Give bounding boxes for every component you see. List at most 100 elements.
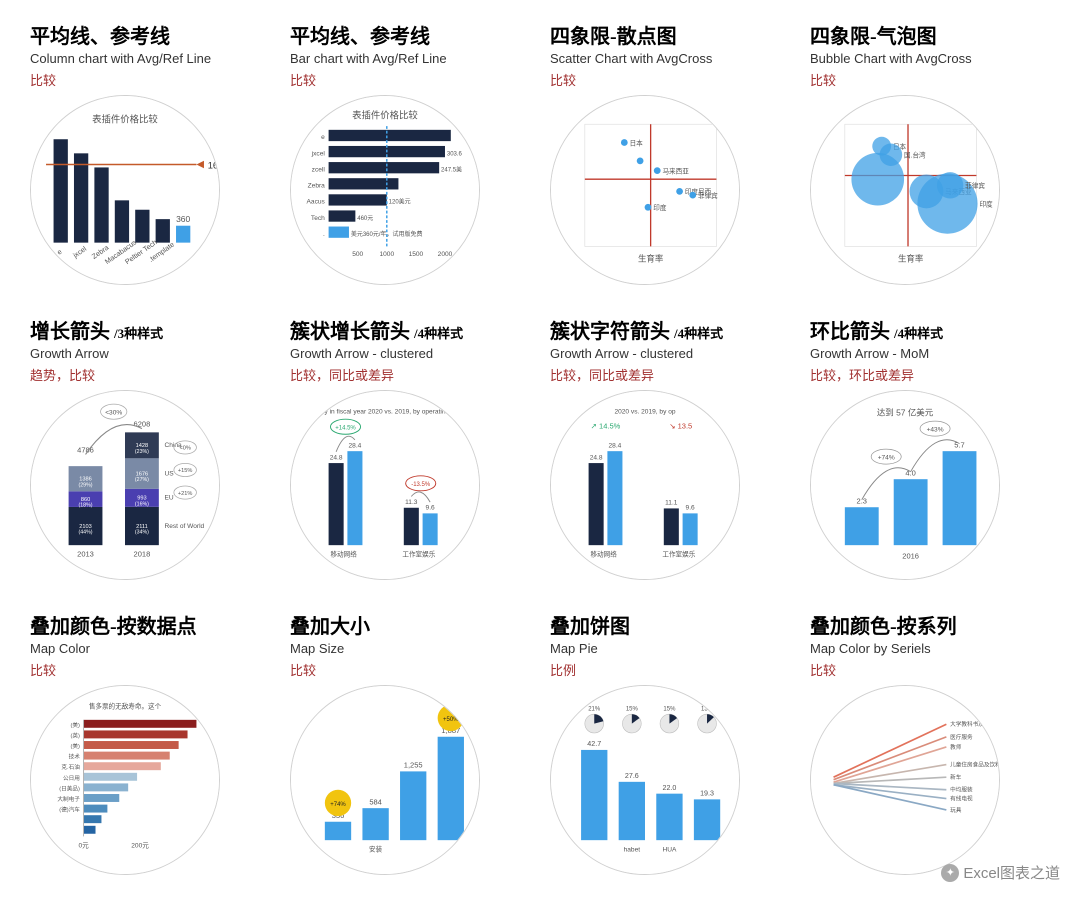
svg-text:13%: 13%: [701, 706, 714, 712]
svg-text:28.4: 28.4: [349, 442, 362, 449]
chart-card[interactable]: 平均线、参考线Bar chart with Avg/Ref Line比较表插件价…: [290, 20, 530, 285]
card-title-cn: 叠加饼图: [550, 610, 790, 639]
svg-text:120美元: 120美元: [389, 198, 411, 206]
chart-thumbnail[interactable]: 2020 vs. 2019, by op24.828.4移动网络↗ 14.5%1…: [550, 390, 740, 580]
svg-text:Zebra: Zebra: [308, 183, 326, 190]
chart-thumbnail[interactable]: 售多票的无敌寿命。这个(美)(英)(美)技术克.石油公日用(日美品)大制电子(德…: [30, 685, 220, 875]
svg-text:15%: 15%: [663, 706, 676, 712]
wechat-icon: ✦: [941, 864, 959, 882]
svg-text:+50%: +50%: [443, 717, 459, 723]
card-category: 比较，环比或差异: [810, 365, 1050, 384]
chart-card[interactable]: 簇状字符箭头/4种样式Growth Arrow - clustered比较，同比…: [550, 315, 790, 580]
chart-thumbnail[interactable]: 大学教科书及用品医疗服务教师儿童住房食品及饮料保健新车中均服装有线电视玩具: [810, 685, 1000, 875]
chart-card[interactable]: 四象限-气泡图Bubble Chart with AvgCross比较日本国.台…: [810, 20, 1050, 285]
svg-text:2013: 2013: [77, 549, 94, 558]
svg-text:+14.5%: +14.5%: [335, 426, 356, 432]
chart-thumbnail[interactable]: 42.721%27.6habet15%22.0HUA15%19.313%: [550, 685, 740, 875]
svg-text:日本: 日本: [630, 138, 644, 147]
svg-text:<0%: <0%: [179, 446, 190, 452]
svg-text:11.1: 11.1: [665, 500, 678, 507]
svg-text:1500: 1500: [409, 251, 424, 258]
chart-thumbnail[interactable]: 日本马来西亚印度尼西菲律宾印度生育率: [550, 95, 740, 285]
svg-text:1000: 1000: [379, 251, 394, 258]
card-title-suffix: /4种样式: [894, 326, 943, 341]
svg-text:0元: 0元: [79, 842, 90, 850]
svg-text:303.6: 303.6: [447, 151, 463, 157]
card-title-cn: 叠加颜色-按系列: [810, 610, 1050, 639]
chart-card[interactable]: 平均线、参考线Column chart with Avg/Ref Line比较表…: [30, 20, 270, 285]
svg-text:达到 57 亿美元: 达到 57 亿美元: [877, 407, 934, 417]
svg-text:(27%): (27%): [135, 477, 149, 483]
card-title-en: Map Color: [30, 641, 270, 656]
svg-text:(18%): (18%): [79, 503, 93, 509]
chart-card[interactable]: 叠加大小Map Size比较336584安装1,2551,887+74%+50%: [290, 610, 530, 875]
chart-card[interactable]: 增长箭头/3种样式Growth Arrow趋势，比较2103(44%)860(1…: [30, 315, 270, 580]
chart-thumbnail[interactable]: y in fiscal year 2020 vs. 2019, by opera…: [290, 390, 480, 580]
svg-text:玩具: 玩具: [950, 807, 962, 814]
chart-card[interactable]: 簇状增长箭头/4种样式 Growth Arrow - clustered 比较，同比…: [290, 315, 530, 580]
svg-text:zcell: zcell: [312, 166, 326, 173]
chart-card[interactable]: 叠加颜色-按系列Map Color by Seriels比较大学教科书及用品医疗…: [810, 610, 1050, 875]
card-title-en: Growth Arrow - clustered: [550, 346, 790, 361]
svg-text:(德)汽车: (德)汽车: [59, 806, 80, 814]
card-title-en: Growth Arrow: [30, 346, 270, 361]
svg-text:表插件价格比较: 表插件价格比较: [352, 110, 418, 121]
chart-thumbnail[interactable]: 336584安装1,2551,887+74%+50%: [290, 685, 480, 875]
chart-thumbnail[interactable]: 日本国.台湾马来西亚印度菲律宾生育率: [810, 95, 1000, 285]
svg-text:21%: 21%: [588, 706, 601, 712]
chart-card[interactable]: 叠加饼图Map Pie比例42.721%27.6habet15%22.0HUA1…: [550, 610, 790, 875]
svg-text:↘ 13.5: ↘ 13.5: [669, 422, 692, 431]
watermark: ✦ Excel图表之道: [941, 862, 1060, 883]
svg-text:2.3: 2.3: [857, 496, 867, 505]
svg-text:菲律宾: 菲律宾: [965, 181, 985, 190]
card-title-en: Growth Arrow - clustered: [290, 346, 530, 361]
chart-card[interactable]: 叠加颜色-按数据点Map Color比较售多票的无敌寿命。这个(美)(英)(美)…: [30, 610, 270, 875]
chart-thumbnail[interactable]: 达到 57 亿美元2.34.020165.7+74%+43%: [810, 390, 1000, 580]
svg-text:US: US: [164, 470, 174, 477]
svg-text:马来西亚: 马来西亚: [662, 167, 689, 175]
svg-text:200元: 200元: [131, 842, 149, 850]
chart-card[interactable]: 环比箭头/4种样式Growth Arrow - MoM比较，环比或差异达到 57…: [810, 315, 1050, 580]
svg-text:克.石油: 克.石油: [61, 763, 80, 771]
card-title-en: Map Color by Seriels: [810, 641, 1050, 656]
svg-text:jxcel: jxcel: [311, 150, 326, 157]
svg-text:11.3: 11.3: [405, 499, 418, 506]
svg-text:584: 584: [369, 797, 382, 806]
card-title-suffix: /4种样式: [414, 326, 463, 341]
svg-text:(美): (美): [71, 742, 80, 750]
chart-gallery-grid: 平均线、参考线Column chart with Avg/Ref Line比较表…: [30, 20, 1050, 875]
card-title-cn: 簇状增长箭头/4种样式: [290, 315, 530, 344]
card-category: 比较: [290, 660, 530, 679]
svg-text:工作室娱乐: 工作室娱乐: [402, 549, 435, 558]
svg-text:医疗服务: 医疗服务: [950, 733, 973, 741]
svg-text:27.6: 27.6: [625, 772, 639, 780]
svg-text:大制电子: 大制电子: [57, 795, 80, 803]
svg-text:.: .: [323, 231, 325, 238]
svg-text:(29%): (29%): [79, 482, 93, 488]
chart-card[interactable]: 四象限-散点图Scatter Chart with AvgCross比较日本马来…: [550, 20, 790, 285]
card-title-en: Map Pie: [550, 641, 790, 656]
svg-text:500: 500: [352, 251, 363, 258]
svg-text:生育率: 生育率: [638, 253, 664, 263]
card-title-cn: 四象限-气泡图: [810, 20, 1050, 49]
card-category: 比较，同比或差异: [290, 365, 530, 384]
card-title-en: Scatter Chart with AvgCross: [550, 51, 790, 66]
svg-text:售多票的无敌寿命。这个: 售多票的无敌寿命。这个: [89, 702, 162, 711]
chart-thumbnail[interactable]: 2103(44%)860(18%)1386(29%)478620132111(3…: [30, 390, 220, 580]
card-title-suffix: /4种样式: [674, 326, 723, 341]
chart-thumbnail[interactable]: 表插件价格比较ejxcel303.6zcell247.5美ZebraAacus1…: [290, 95, 480, 285]
svg-text:国.台湾: 国.台湾: [904, 151, 926, 160]
svg-text:工作室娱乐: 工作室娱乐: [662, 549, 695, 558]
svg-text:y in fiscal year 2020 vs. 2019: y in fiscal year 2020 vs. 2019, by opera…: [324, 409, 445, 416]
svg-text:+74%: +74%: [878, 454, 895, 461]
svg-text:42.7: 42.7: [587, 740, 601, 748]
svg-text:印度: 印度: [653, 203, 667, 212]
card-title-suffix: /3种样式: [114, 326, 163, 341]
svg-text:↗ 14.5%: ↗ 14.5%: [591, 422, 621, 431]
chart-thumbnail[interactable]: 表插件价格比较1662360ejxcelZebraMacabacusPeltie…: [30, 95, 220, 285]
svg-text:22.0: 22.0: [663, 784, 677, 792]
svg-text:e: e: [321, 134, 325, 141]
card-category: 趋势，比较: [30, 365, 270, 384]
svg-text:中均服装: 中均服装: [950, 786, 973, 794]
svg-text:habet: habet: [624, 846, 641, 853]
